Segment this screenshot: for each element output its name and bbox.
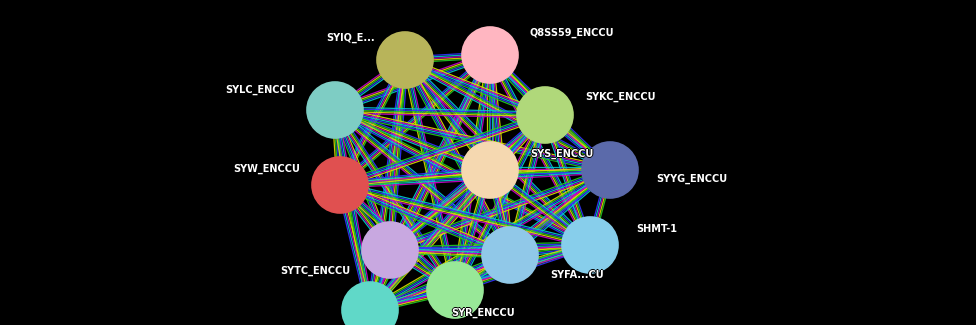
Text: SYS_ENCCU: SYS_ENCCU <box>531 149 594 159</box>
Circle shape <box>482 227 538 283</box>
Text: SYW_ENCCU: SYW_ENCCU <box>232 163 299 174</box>
Text: SYS_ENCCU: SYS_ENCCU <box>530 150 593 160</box>
Text: SYTC_ENCCU: SYTC_ENCCU <box>280 266 350 277</box>
Text: SYLC_ENCCU: SYLC_ENCCU <box>224 84 294 95</box>
Text: SYKC_ENCCU: SYKC_ENCCU <box>585 91 656 102</box>
Text: SYR_ENCCU: SYR_ENCCU <box>451 308 514 318</box>
Text: SYFA...CU: SYFA...CU <box>550 271 603 281</box>
Text: SYIQ_E...: SYIQ_E... <box>326 32 375 43</box>
Text: SYKC_ENCCU: SYKC_ENCCU <box>584 91 655 102</box>
Circle shape <box>307 82 363 138</box>
Text: SYW_ENCCU: SYW_ENCCU <box>233 162 300 173</box>
Text: SYKC_ENCCU: SYKC_ENCCU <box>585 93 656 103</box>
Text: SYTC_ENCCU: SYTC_ENCCU <box>280 264 350 275</box>
Circle shape <box>312 157 368 213</box>
Text: SYKC_ENCCU: SYKC_ENCCU <box>586 91 657 102</box>
Text: SYIQ_E...: SYIQ_E... <box>326 33 375 44</box>
Text: SHMT-1: SHMT-1 <box>636 225 677 235</box>
Text: SYFA...CU: SYFA...CU <box>551 270 604 280</box>
Text: SYYG_ENCCU: SYYG_ENCCU <box>656 173 727 184</box>
Circle shape <box>462 27 518 83</box>
Text: SHMT-1: SHMT-1 <box>636 223 677 233</box>
Text: SYFA...CU: SYFA...CU <box>550 270 603 280</box>
Text: SYIQ_E...: SYIQ_E... <box>325 32 374 43</box>
Text: SYR_ENCCU: SYR_ENCCU <box>451 307 514 318</box>
Text: SYTC_ENCCU: SYTC_ENCCU <box>281 265 351 276</box>
Text: SHMT-1: SHMT-1 <box>635 224 676 234</box>
Text: SYFA...CU: SYFA...CU <box>550 269 603 280</box>
Text: SYTC_ENCCU: SYTC_ENCCU <box>279 265 349 276</box>
Text: SHMT-1: SHMT-1 <box>636 224 677 234</box>
Circle shape <box>462 142 518 198</box>
Text: SHMT-1: SHMT-1 <box>637 224 678 234</box>
Text: SYLC_ENCCU: SYLC_ENCCU <box>225 84 295 94</box>
Circle shape <box>377 32 433 88</box>
Text: SYTC_ENCCU: SYTC_ENCCU <box>280 265 350 276</box>
Text: Q8SS59_ENCCU: Q8SS59_ENCCU <box>530 26 615 37</box>
Text: Q8SS59_ENCCU: Q8SS59_ENCCU <box>529 28 614 38</box>
Text: SYW_ENCCU: SYW_ENCCU <box>233 163 300 174</box>
Text: SYS_ENCCU: SYS_ENCCU <box>530 149 593 159</box>
Text: SYR_ENCCU: SYR_ENCCU <box>451 306 514 317</box>
Circle shape <box>362 222 418 278</box>
Text: SYS_ENCCU: SYS_ENCCU <box>529 149 592 159</box>
Text: SYR_ENCCU: SYR_ENCCU <box>452 307 515 318</box>
Text: SYW_ENCCU: SYW_ENCCU <box>234 163 301 174</box>
Text: SYLC_ENCCU: SYLC_ENCCU <box>225 84 295 95</box>
Text: Q8SS59_ENCCU: Q8SS59_ENCCU <box>530 28 615 38</box>
Text: SYYG_ENCCU: SYYG_ENCCU <box>656 172 727 183</box>
Text: SYW_ENCCU: SYW_ENCCU <box>233 164 300 175</box>
Circle shape <box>342 282 398 325</box>
Text: SYIQ_E...: SYIQ_E... <box>326 32 375 42</box>
Text: Q8SS59_ENCCU: Q8SS59_ENCCU <box>531 28 616 38</box>
Text: SYLC_ENCCU: SYLC_ENCCU <box>225 85 295 96</box>
Circle shape <box>562 217 618 273</box>
Circle shape <box>582 142 638 198</box>
Text: SYS_ENCCU: SYS_ENCCU <box>530 148 593 158</box>
Circle shape <box>427 262 483 318</box>
Text: SYYG_ENCCU: SYYG_ENCCU <box>656 174 727 185</box>
Text: SYLC_ENCCU: SYLC_ENCCU <box>226 84 296 95</box>
Text: Q8SS59_ENCCU: Q8SS59_ENCCU <box>530 29 615 39</box>
Text: SYIQ_E...: SYIQ_E... <box>327 32 376 43</box>
Circle shape <box>517 87 573 143</box>
Text: SYR_ENCCU: SYR_ENCCU <box>450 307 513 318</box>
Text: SYYG_ENCCU: SYYG_ENCCU <box>657 173 728 184</box>
Text: SYYG_ENCCU: SYYG_ENCCU <box>655 173 726 184</box>
Text: SYFA...CU: SYFA...CU <box>549 270 602 280</box>
Text: SYKC_ENCCU: SYKC_ENCCU <box>585 90 656 101</box>
